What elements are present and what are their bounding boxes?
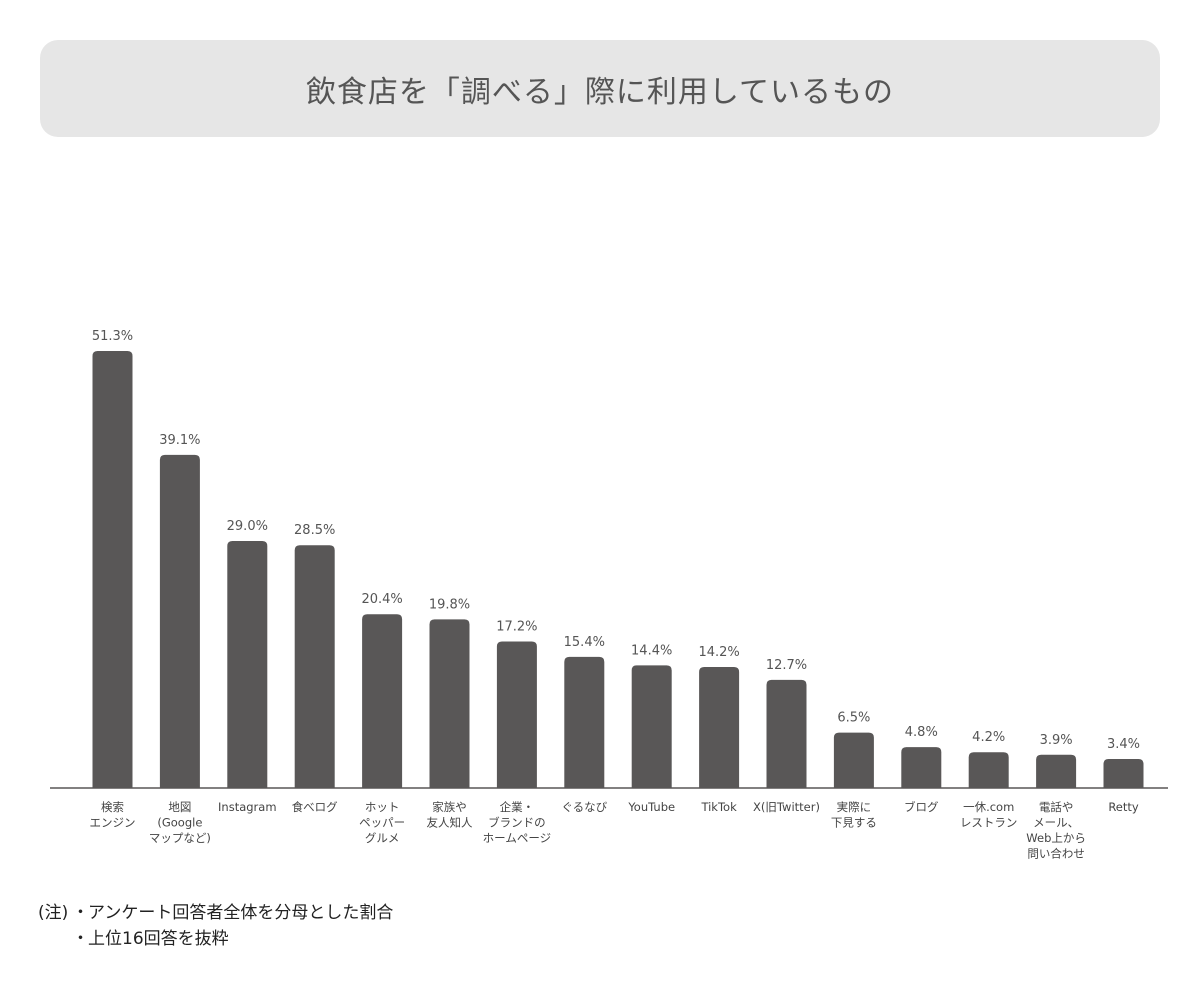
bar-12 — [833, 732, 874, 788]
note-bullet: ・ — [72, 903, 89, 923]
value-label-7: 17.2% — [496, 619, 537, 634]
value-label-8: 15.4% — [564, 635, 605, 650]
category-label-15: 電話やメール、 Web上から問い合わせ — [1026, 800, 1086, 861]
category-label-12: 実際に下見する — [831, 800, 877, 830]
bar-13 — [901, 747, 942, 788]
value-label-14: 4.2% — [972, 730, 1005, 745]
title-banner: 飲食店を「調べる」際に利用しているもの — [40, 40, 1160, 137]
bar-14 — [968, 752, 1009, 788]
value-label-2: 39.1% — [159, 433, 200, 448]
chart-title: 飲食店を「調べる」際に利用しているもの — [305, 74, 895, 110]
value-label-6: 19.8% — [429, 597, 470, 612]
bar-10 — [699, 667, 740, 788]
bars-layer — [92, 351, 1144, 788]
category-label-14: 一休.com レストラン — [960, 800, 1018, 830]
value-label-5: 20.4% — [361, 592, 402, 607]
category-label-5: ホットペッパーグルメ — [359, 800, 405, 845]
bar-15 — [1036, 754, 1077, 788]
category-label-16: Retty — [1108, 800, 1139, 814]
category-label-4: 食べログ — [292, 800, 338, 814]
category-label-10: TikTok — [700, 800, 737, 814]
value-label-16: 3.4% — [1107, 737, 1140, 752]
value-label-12: 6.5% — [837, 711, 870, 726]
note-line-2: ・上位16回答を抜粋 — [38, 926, 393, 952]
category-label-9: YouTube — [627, 800, 675, 814]
value-label-9: 14.4% — [631, 643, 672, 658]
value-label-10: 14.2% — [698, 645, 739, 660]
category-label-2: 地図(Google マップなど) — [149, 800, 211, 845]
category-label-7: 企業・ブランドのホームページ — [483, 800, 551, 845]
value-label-15: 3.9% — [1040, 733, 1073, 748]
bar-5 — [362, 614, 403, 788]
note-bullet: ・ — [72, 929, 89, 949]
category-label-6: 家族や友人知人 — [427, 800, 473, 830]
bar-9 — [631, 665, 672, 788]
notes: (注) ・アンケート回答者全体を分母とした割合 ・上位16回答を抜粋 — [38, 900, 393, 952]
bar-3 — [227, 540, 268, 788]
note-prefix: (注) — [38, 903, 69, 923]
value-label-11: 12.7% — [766, 658, 807, 673]
bar-6 — [429, 619, 470, 788]
bar-chart: 51.3% 39.1% 29.0% 28.5% 20.4% 19.8% 17.2% 15.4%… — [50, 329, 1168, 861]
value-label-13: 4.8% — [905, 725, 938, 740]
value-labels-layer: 51.3% 39.1% 29.0% 28.5% 20.4% 19.8% 17.2% 15.4%… — [92, 329, 1140, 752]
category-label-1: 検索エンジン — [90, 800, 136, 830]
bar-2 — [159, 454, 200, 788]
category-label-11: X(旧Twitter) — [753, 800, 820, 814]
category-label-3: Instagram — [218, 800, 277, 814]
bar-11 — [766, 679, 807, 788]
value-label-4: 28.5% — [294, 523, 335, 538]
value-label-3: 29.0% — [227, 519, 268, 534]
bar-8 — [564, 656, 605, 788]
bar-1 — [92, 351, 133, 788]
note-text-1: アンケート回答者全体を分母とした割合 — [88, 903, 394, 923]
note-line-1: (注) ・アンケート回答者全体を分母とした割合 — [38, 900, 393, 926]
bar-4 — [294, 545, 335, 788]
value-label-1: 51.3% — [92, 329, 133, 344]
category-label-13: ブログ — [904, 800, 939, 814]
bar-7 — [496, 641, 537, 788]
bar-16 — [1103, 759, 1144, 788]
category-label-8: ぐるなび — [561, 800, 607, 814]
note-text-2: 上位16回答を抜粋 — [88, 929, 229, 949]
